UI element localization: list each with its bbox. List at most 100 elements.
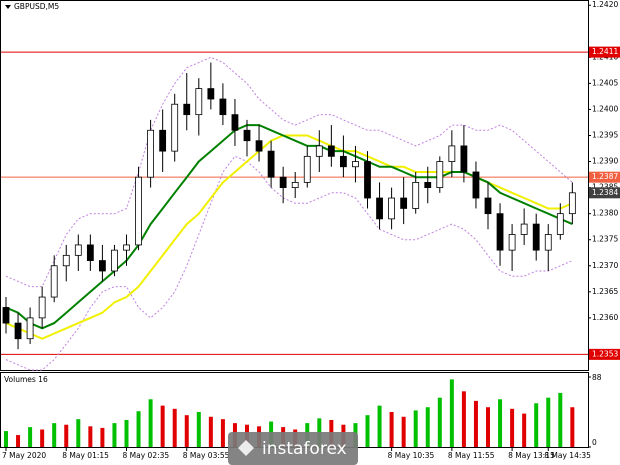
volume-bar xyxy=(437,397,442,447)
volume-bar xyxy=(76,419,81,447)
candle-body xyxy=(99,260,106,272)
watermark-text: instaforex xyxy=(262,439,347,459)
candle-body xyxy=(38,296,46,319)
candle-body xyxy=(123,244,130,251)
volume-bar xyxy=(136,411,141,447)
current-price-box xyxy=(589,187,620,199)
price-panel xyxy=(0,0,589,371)
candle-body xyxy=(388,197,396,220)
y-tick-label: 1.2400 xyxy=(592,104,618,113)
volume-bar xyxy=(510,408,515,447)
candle-body xyxy=(207,88,215,100)
candle-body xyxy=(86,244,94,261)
candle-body xyxy=(291,181,299,189)
volume-bar xyxy=(40,429,45,447)
volume-bar xyxy=(196,412,201,447)
volume-bar xyxy=(389,412,394,447)
y-tick-label: 1.2385 xyxy=(592,183,618,192)
watermark: instaforex xyxy=(228,432,358,465)
menu-triangle[interactable] xyxy=(5,5,11,9)
candle-body xyxy=(195,88,203,116)
volume-bar xyxy=(172,408,177,447)
candle-body xyxy=(159,129,167,152)
candle-body xyxy=(364,161,371,199)
volume-bar xyxy=(401,416,406,447)
y-tick-label: 1.2370 xyxy=(592,261,618,270)
candle-body xyxy=(339,155,347,168)
candle-body xyxy=(171,103,179,152)
candle-body xyxy=(315,145,323,157)
candle-body xyxy=(231,114,239,131)
x-tick-label: 8 May 03:55 xyxy=(183,451,230,460)
level-label-box xyxy=(589,171,620,183)
volume-bar xyxy=(16,435,21,447)
candle-body xyxy=(556,213,564,235)
level-label: 1.2411 xyxy=(592,47,618,56)
x-tick-label: 8 May 13:15 xyxy=(508,451,555,460)
volume-bar xyxy=(558,392,563,447)
candle-body xyxy=(448,145,456,162)
y-tick-label: 1.2375 xyxy=(592,235,618,244)
level-label-box xyxy=(589,46,620,58)
candle-body xyxy=(243,129,251,142)
volume-tick-label: 88 xyxy=(592,373,602,382)
volume-bar xyxy=(160,405,165,447)
volume-bar xyxy=(4,431,8,447)
candle-body xyxy=(424,181,432,189)
volume-label: Volumes 16 xyxy=(4,375,48,384)
x-tick-label: 8 May 02:35 xyxy=(123,451,170,460)
candle-body xyxy=(327,145,335,157)
y-tick-label: 1.2390 xyxy=(592,157,618,166)
candle-body xyxy=(147,129,155,178)
watermark-logo xyxy=(238,440,254,456)
candle-body xyxy=(62,254,70,267)
candle-body xyxy=(303,155,311,183)
candle-body xyxy=(50,265,58,298)
candle-body xyxy=(496,213,504,251)
candle-body xyxy=(14,322,22,340)
volume-bar xyxy=(546,397,551,447)
volume-bar xyxy=(52,423,57,447)
volume-bar xyxy=(449,379,454,447)
candle-body xyxy=(460,145,468,173)
candle-body xyxy=(568,192,576,215)
volume-bar xyxy=(64,424,69,447)
candle-body xyxy=(255,140,263,152)
candle-body xyxy=(111,249,118,272)
candle-body xyxy=(74,244,82,256)
volume-bar xyxy=(208,416,213,447)
x-tick-label: 8 May 01:15 xyxy=(62,451,109,460)
volume-bar xyxy=(100,427,105,447)
candle-body xyxy=(436,161,444,189)
candle-body xyxy=(183,103,191,116)
x-tick-label: 7 May 2020 xyxy=(2,451,46,460)
volume-bar xyxy=(486,407,490,447)
x-tick-label: 8 May 10:35 xyxy=(388,451,435,460)
volume-bar xyxy=(522,413,527,447)
y-tick-label: 1.2405 xyxy=(592,78,618,87)
candle-body xyxy=(484,197,492,215)
candle-body xyxy=(400,197,408,209)
volume-bar xyxy=(148,399,153,447)
volume-bar xyxy=(365,415,370,447)
candle-body xyxy=(26,317,34,340)
x-tick-label: 8 May 14:35 xyxy=(544,451,591,460)
candle-body xyxy=(376,197,383,220)
volume-bar xyxy=(112,423,117,447)
x-tick-label: 8 May 11:55 xyxy=(448,451,495,460)
volume-bar xyxy=(473,400,478,447)
candle-body xyxy=(544,234,552,251)
volume-bar xyxy=(88,426,93,447)
volume-bar xyxy=(413,410,418,447)
candle-body xyxy=(412,181,420,209)
volume-bar xyxy=(377,405,382,447)
candle-body xyxy=(352,161,359,168)
volume-bar xyxy=(570,407,575,447)
candle-body xyxy=(279,176,287,189)
y-tick-label: 1.2380 xyxy=(592,209,618,218)
volume-bar xyxy=(461,391,466,447)
volume-bar xyxy=(124,419,129,447)
volume-bar xyxy=(184,415,189,447)
volume-bar xyxy=(220,419,225,447)
